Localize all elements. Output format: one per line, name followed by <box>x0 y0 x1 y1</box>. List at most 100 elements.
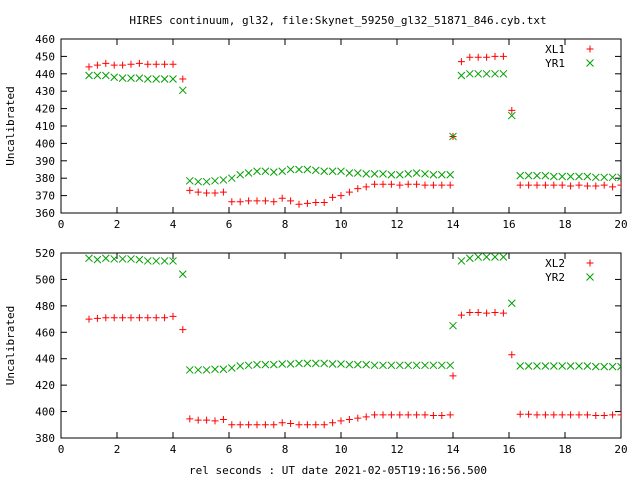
data-point-yr2 <box>429 361 438 370</box>
data-point-xl1 <box>169 60 177 68</box>
data-point-yr2 <box>328 360 337 368</box>
data-point-yr2 <box>101 254 110 263</box>
data-point-yr1 <box>583 172 592 181</box>
data-point-yr2 <box>558 362 567 370</box>
x-tick-label: 0 <box>58 218 65 231</box>
data-point-yr1 <box>152 75 161 83</box>
data-point-yr2 <box>261 360 270 369</box>
data-point-xl1 <box>438 181 446 189</box>
data-point-yr1 <box>244 169 253 177</box>
data-point-xl2 <box>362 413 370 421</box>
x-tick-label: 6 <box>226 443 233 456</box>
data-point-xl1 <box>345 188 353 196</box>
legend-marker-plus <box>586 259 594 267</box>
data-point-yr1 <box>286 165 295 174</box>
data-point-yr1 <box>499 69 508 78</box>
data-point-yr2 <box>244 361 253 370</box>
data-point-yr1 <box>194 177 203 186</box>
data-point-yr1 <box>524 171 533 180</box>
y-tick-label: 440 <box>35 353 55 366</box>
data-point-xl2 <box>371 411 379 419</box>
data-point-xl2 <box>533 411 541 419</box>
data-point-yr2 <box>219 365 228 374</box>
data-point-xl1 <box>110 61 118 69</box>
data-point-yr1 <box>437 170 446 179</box>
data-point-yr1 <box>541 171 550 180</box>
legend-label-yr2: YR2 <box>545 271 565 284</box>
data-point-yr2 <box>499 253 508 261</box>
y-tick-label: 400 <box>35 406 55 419</box>
data-point-xl2 <box>110 314 118 322</box>
data-point-xl2 <box>516 410 524 418</box>
data-point-xl2 <box>609 411 617 419</box>
data-point-xl2 <box>387 411 395 419</box>
data-point-yr2 <box>524 362 533 370</box>
data-point-xl2 <box>102 314 110 322</box>
data-point-xl1 <box>550 181 558 189</box>
data-point-yr2 <box>143 257 152 265</box>
data-point-yr1 <box>219 176 228 184</box>
x-tick-label: 6 <box>226 218 233 231</box>
data-point-xl2 <box>550 411 558 419</box>
data-point-yr2 <box>194 366 203 374</box>
data-point-xl1 <box>379 180 387 188</box>
data-point-xl2 <box>186 415 194 423</box>
data-point-yr2 <box>110 255 119 263</box>
data-point-xl1 <box>541 181 549 189</box>
y-tick-label: 440 <box>35 68 55 81</box>
data-point-xl1 <box>533 181 541 189</box>
data-point-xl1 <box>474 53 482 61</box>
x-tick-label: 10 <box>334 443 347 456</box>
data-point-yr1 <box>328 167 337 176</box>
data-point-yr1 <box>253 167 261 176</box>
data-point-xl2 <box>127 314 135 322</box>
data-point-xl2 <box>541 411 549 419</box>
data-point-yr2 <box>387 361 396 370</box>
data-point-yr1 <box>178 86 187 95</box>
data-point-yr2 <box>85 254 93 263</box>
data-point-xl1 <box>102 59 110 67</box>
data-point-yr1 <box>507 111 516 120</box>
legend-marker-cross <box>586 273 594 281</box>
data-point-xl1 <box>85 63 93 71</box>
data-point-xl2 <box>457 311 465 319</box>
data-point-xl1 <box>583 182 591 190</box>
data-point-xl2 <box>337 417 345 425</box>
x-tick-label: 8 <box>282 443 289 456</box>
data-point-yr1 <box>549 172 558 181</box>
y-tick-label: 460 <box>35 33 55 46</box>
legend-label-xl1: XL1 <box>545 43 565 56</box>
data-point-yr1 <box>143 75 152 83</box>
data-point-yr1 <box>135 74 144 83</box>
x-tick-label: 14 <box>446 443 460 456</box>
y-tick-label: 520 <box>35 247 55 260</box>
data-point-yr2 <box>211 365 219 374</box>
data-point-yr2 <box>185 366 194 374</box>
data-point-xl1 <box>354 185 362 193</box>
data-point-yr2 <box>320 359 329 368</box>
data-point-yr1 <box>169 75 177 83</box>
data-point-xl1 <box>457 58 465 66</box>
data-point-xl1 <box>261 197 269 205</box>
x-tick-label: 10 <box>334 218 347 231</box>
data-point-xl2 <box>600 412 608 420</box>
data-point-yr1 <box>558 172 567 181</box>
y-tick-label: 360 <box>35 207 55 220</box>
data-point-yr1 <box>474 69 483 78</box>
data-point-xl1 <box>413 180 421 188</box>
y-tick-label: 410 <box>35 120 55 133</box>
x-tick-label: 4 <box>170 443 177 456</box>
data-point-xl2 <box>287 419 295 427</box>
data-point-yr2 <box>437 361 446 370</box>
data-point-xl2 <box>219 416 227 423</box>
data-point-xl1 <box>600 181 608 189</box>
y-tick-label: 400 <box>35 137 55 150</box>
data-point-yr2 <box>160 257 169 265</box>
data-point-yr1 <box>465 69 474 78</box>
y-tick-label: 480 <box>35 300 55 313</box>
data-point-xl2 <box>312 421 320 429</box>
y-tick-label: 380 <box>35 432 55 445</box>
data-point-yr2 <box>541 362 550 370</box>
data-point-yr1 <box>320 167 329 176</box>
data-point-yr1 <box>303 165 312 174</box>
